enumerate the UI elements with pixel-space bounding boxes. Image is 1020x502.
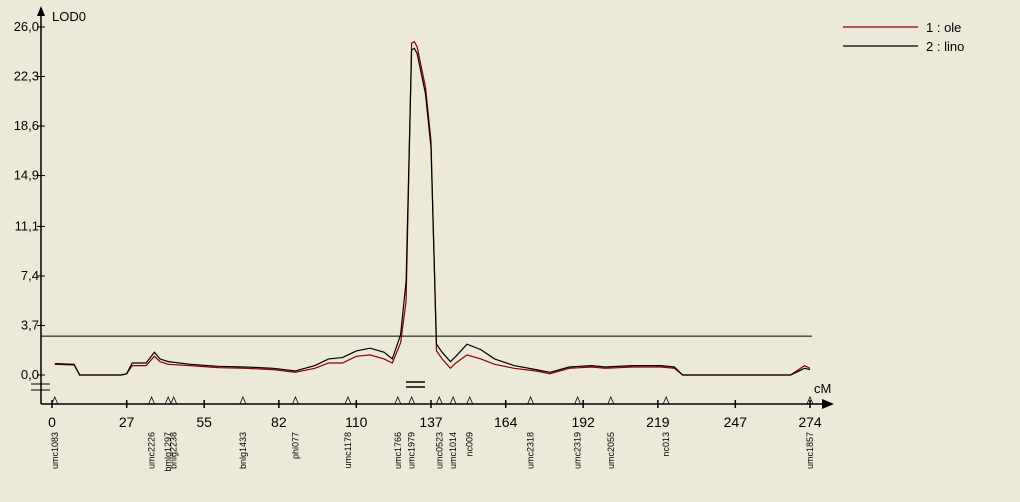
y-tick-label: 14,9 (14, 168, 39, 183)
x-tick-label: 219 (646, 414, 670, 430)
marker-caret (394, 395, 402, 405)
marker-label: nc009 (465, 432, 475, 457)
marker-caret (164, 395, 172, 405)
marker-label: umc2226 (147, 432, 157, 469)
marker-label: bmlg1297 (163, 432, 173, 472)
series-line-2 (54, 47, 811, 376)
marker-caret (239, 395, 247, 405)
marker-caret (527, 395, 534, 405)
marker-label: bnlg1433 (238, 432, 248, 469)
legend-entry: 1 : ole (926, 20, 961, 35)
marker-label: umc1766 (393, 432, 403, 469)
y-tick-label: 26,0 (14, 19, 39, 34)
x-axis-label: cM (814, 381, 831, 396)
marker-caret (466, 395, 474, 405)
x-tick-label: 110 (345, 414, 368, 430)
y-axis-label: LOD0 (52, 9, 86, 24)
x-tick-label: 164 (494, 414, 518, 430)
series-line-1 (54, 40, 811, 376)
marker-caret (408, 395, 416, 405)
marker-label: umc1014 (448, 432, 458, 469)
marker-label: phi077 (290, 432, 300, 459)
y-tick-label: 0,0 (21, 367, 39, 382)
marker-caret (574, 395, 581, 405)
marker-caret (51, 395, 59, 405)
marker-caret (148, 395, 155, 405)
marker-caret (344, 395, 352, 405)
x-tick-label: 247 (724, 414, 748, 430)
marker-caret (292, 395, 299, 405)
marker-label: bnlg2238 (169, 432, 179, 469)
marker-caret (435, 395, 443, 405)
y-axis-arrow (37, 6, 45, 16)
marker-label: umc2055 (606, 432, 616, 469)
x-tick-label: 27 (119, 414, 135, 430)
marker-caret (806, 395, 814, 405)
x-tick-label: 192 (571, 414, 595, 430)
x-tick-label: 274 (798, 414, 822, 430)
y-tick-label: 11,1 (15, 218, 39, 233)
x-axis-arrow (822, 399, 834, 409)
marker-label: umc1857 (805, 432, 815, 469)
y-tick-label: 3,7 (21, 317, 39, 332)
y-tick-label: 7,4 (21, 268, 39, 283)
marker-caret (607, 395, 615, 405)
x-tick-label: 55 (196, 414, 212, 430)
marker-label: umc0523 (434, 432, 444, 469)
marker-caret (170, 395, 178, 405)
y-tick-label: 18,6 (14, 118, 39, 133)
marker-label: nc013 (661, 432, 671, 457)
marker-label: umc1979 (407, 432, 417, 469)
marker-label: umc2318 (526, 432, 536, 469)
marker-label: umc2319 (573, 432, 583, 469)
y-tick-label: 22,3 (14, 69, 39, 84)
x-tick-label: 82 (271, 414, 287, 430)
legend-entry: 2 : lino (926, 39, 964, 54)
marker-caret (662, 395, 670, 405)
x-tick-label: 137 (419, 414, 443, 430)
marker-label: umc1178 (343, 432, 353, 468)
marker-label: umc1083 (50, 432, 60, 469)
x-tick-label: 0 (48, 414, 56, 430)
marker-caret (449, 395, 457, 405)
